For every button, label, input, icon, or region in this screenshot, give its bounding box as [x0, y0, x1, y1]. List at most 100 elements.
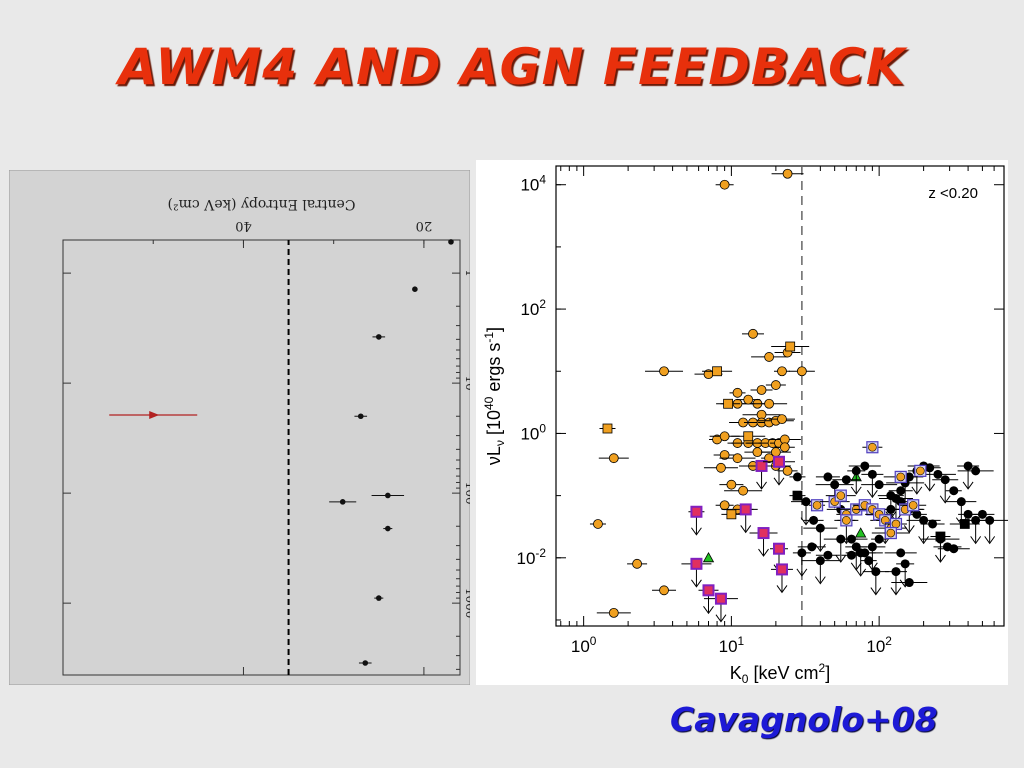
- upper-limit-arrowhead: [756, 481, 767, 490]
- purple-limit-point: [772, 542, 785, 555]
- black-data-point: [977, 509, 987, 519]
- orange-outlined-point: [896, 472, 906, 482]
- orange-data-point: [593, 519, 603, 529]
- upper-limit-arrowhead: [870, 587, 882, 596]
- orange-outlined-point: [842, 516, 851, 525]
- purple-limit-point: [714, 592, 727, 605]
- black-data-point: [864, 556, 874, 566]
- orange-data-point: [608, 607, 619, 618]
- black-data-point: [867, 542, 877, 552]
- right-y-axis-label-part: νL: [484, 446, 504, 465]
- black-data-point: [867, 469, 877, 479]
- upper-limit-arrowhead: [703, 606, 714, 615]
- right-x-axis-label-unit: [keV cm: [748, 663, 818, 683]
- square-data-point: [785, 341, 796, 352]
- left-chart-background: [8, 169, 471, 686]
- orange-data-point: [770, 380, 781, 390]
- black-data-point: [925, 463, 935, 473]
- black-data-point: [830, 480, 840, 490]
- right-x-axis-label-end: ]: [825, 663, 830, 683]
- upper-limit-arrowhead: [866, 490, 878, 499]
- orange-data-point: [777, 414, 787, 425]
- upper-limit-arrowhead: [850, 486, 862, 495]
- orange-outlined-point: [836, 491, 846, 500]
- black-data-point: [792, 472, 802, 482]
- square-data-point: [723, 398, 733, 409]
- purple-limit-point: [757, 527, 770, 540]
- orange-outlined-point: [868, 442, 877, 452]
- left-data-point: [357, 413, 364, 420]
- black-data-point: [949, 544, 959, 554]
- orange-data-point: [608, 453, 619, 464]
- black-data-point: [815, 556, 825, 566]
- purple-limit-point: [755, 459, 768, 472]
- orange-data-point: [716, 462, 726, 473]
- orange-data-point: [632, 558, 642, 569]
- right-y-tick-label-exponent: 4: [539, 173, 546, 187]
- orange-data-point: [659, 585, 669, 596]
- right-y-axis-label-part: ]: [484, 327, 504, 332]
- left-arrow-head: [149, 411, 160, 420]
- black-data-point: [985, 515, 995, 525]
- black-data-point: [846, 550, 856, 560]
- right-chart-panel: 100 101 102 10-2 100 102 104 K0 [keV cm2] νLν [1…: [476, 160, 1009, 686]
- orange-data-point: [732, 453, 743, 464]
- left-x-tick-label: 40: [235, 218, 252, 233]
- right-x-tick-label: 102: [866, 634, 892, 656]
- black-data-point: [904, 578, 914, 588]
- right-y-axis-label-part: ergs s: [484, 343, 504, 397]
- orange-data-point: [719, 179, 730, 190]
- black-data-point: [797, 548, 807, 558]
- square-data-point: [602, 423, 613, 434]
- upper-limit-arrowhead: [715, 614, 727, 623]
- black-data-point: [963, 461, 973, 471]
- upper-limit-arrowhead: [740, 525, 752, 534]
- left-y-tick-label: 1000: [463, 588, 470, 619]
- left-data-point: [375, 334, 382, 340]
- black-data-point: [809, 515, 819, 525]
- purple-limit-point: [772, 455, 785, 468]
- orange-data-point: [719, 431, 730, 442]
- orange-outlined-point: [812, 500, 822, 510]
- black-data-point: [896, 486, 906, 496]
- orange-outlined-point: [891, 519, 901, 529]
- right-y-tick-label: 100: [520, 421, 546, 443]
- orange-data-point: [782, 465, 793, 476]
- right-y-axis-label-part: 40: [482, 396, 496, 410]
- black-data-point: [801, 497, 811, 507]
- left-data-point: [385, 525, 391, 532]
- black-data-point: [886, 491, 896, 501]
- right-y-tick-label: 10-2: [517, 546, 547, 568]
- black-data-point: [851, 466, 861, 476]
- citation: Cavagnolo+08: [670, 700, 938, 739]
- upper-limit-arrowhead: [691, 527, 702, 536]
- orange-data-point: [796, 366, 807, 377]
- left-data-point: [339, 499, 346, 505]
- left-x-axis-label: Central Entropy (keV cm²): [168, 196, 356, 212]
- right-y-tick-label: 102: [520, 297, 546, 319]
- right-y-tick-label-exponent: 0: [539, 421, 546, 435]
- upper-limit-arrowhead: [758, 548, 769, 557]
- black-data-point: [963, 509, 973, 519]
- right-y-tick-label: 104: [520, 173, 546, 195]
- left-y-tick-label: 1: [463, 269, 470, 277]
- black-data-point: [836, 534, 846, 544]
- upper-limit-arrowhead: [911, 486, 923, 495]
- black-data-point: [912, 509, 922, 519]
- orange-outlined-point: [886, 528, 896, 538]
- left-data-point: [362, 660, 369, 666]
- right-x-tick-label: 100: [571, 634, 597, 656]
- left-y-tick-label: 10: [463, 375, 470, 390]
- upper-limit-arrowhead: [776, 585, 788, 594]
- purple-limit-point: [739, 503, 752, 516]
- orange-data-point: [738, 485, 748, 496]
- orange-data-point: [719, 500, 730, 511]
- black-data-point: [860, 461, 870, 471]
- right-y-axis-label: νLν [1040 ergs s-1]: [482, 327, 507, 465]
- green-triangle-point: [854, 527, 867, 538]
- square-data-point: [712, 366, 722, 377]
- right-plot-frame: [555, 165, 1005, 627]
- square-data-point: [743, 431, 754, 442]
- black-data-point: [896, 548, 906, 558]
- right-x-tick-label-base: 10: [571, 637, 590, 656]
